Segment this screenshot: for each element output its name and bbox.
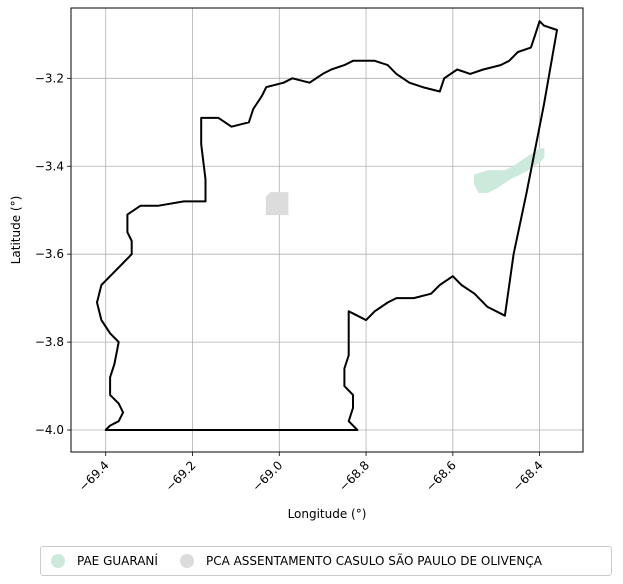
area-polygon-1	[265, 192, 289, 216]
x-tick-label-0: −69.4	[76, 458, 112, 494]
y-tick-label-3: −3.8	[35, 335, 64, 349]
x-axis-label: Longitude (°)	[288, 507, 367, 521]
legend-label-pca-casulo: PCA ASSENTAMENTO CASULO SÃO PAULO DE OLI…	[205, 554, 542, 568]
y-tick-label-4: −4.0	[35, 423, 64, 437]
y-tick-label-1: −3.4	[35, 159, 64, 173]
area-polygons	[265, 148, 545, 216]
x-tick-label-3: −68.8	[336, 458, 372, 494]
y-axis-ticks: −3.2 −3.4 −3.6 −3.8 −4.0	[35, 71, 71, 437]
municipality-boundary	[96, 20, 558, 431]
legend-label-pae-guarani: PAE GUARANÍ	[77, 554, 158, 568]
legend-marker-pae-guarani	[51, 554, 65, 568]
y-tick-label-2: −3.6	[35, 247, 64, 261]
x-tick-label-4: −68.6	[423, 458, 459, 494]
legend-item-pca-casulo: PCA ASSENTAMENTO CASULO SÃO PAULO DE OLI…	[179, 554, 542, 568]
x-tick-label-2: −69.0	[249, 458, 285, 494]
y-axis-label: Latitude (°)	[9, 196, 23, 265]
plot-frame	[70, 7, 584, 453]
plot-background	[71, 8, 583, 452]
x-tick-label-1: −69.2	[163, 458, 199, 494]
legend-item-pae-guarani: PAE GUARANÍ	[51, 554, 158, 568]
legend: PAE GUARANÍ PCA ASSENTAMENTO CASULO SÃO …	[40, 546, 612, 576]
legend-marker-pca-casulo	[179, 554, 194, 568]
boundary-line	[96, 20, 558, 431]
area-polygon-0	[474, 148, 545, 194]
x-tick-label-5: −68.4	[510, 458, 546, 494]
x-axis-ticks: −69.4 −69.2 −69.0 −68.8 −68.6 −68.4	[76, 452, 546, 494]
y-tick-label-0: −3.2	[35, 71, 64, 85]
